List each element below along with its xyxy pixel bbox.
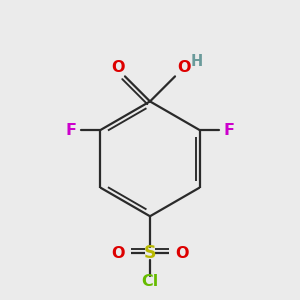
Text: O: O	[175, 246, 188, 261]
Text: O: O	[112, 246, 125, 261]
Text: F: F	[66, 123, 77, 138]
Text: O: O	[111, 60, 124, 75]
Text: F: F	[223, 123, 234, 138]
Text: H: H	[190, 54, 202, 69]
Text: Cl: Cl	[141, 274, 159, 289]
Text: S: S	[144, 244, 156, 262]
Text: O: O	[177, 60, 191, 75]
